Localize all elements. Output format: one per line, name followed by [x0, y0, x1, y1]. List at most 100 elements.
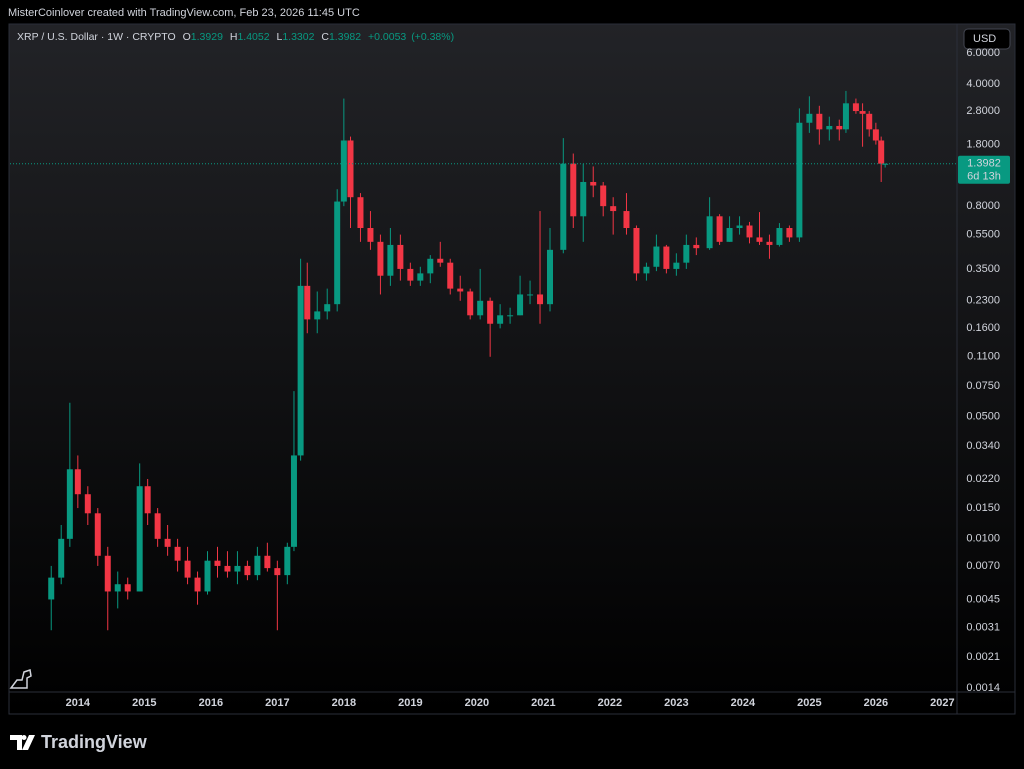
candle-body: [878, 140, 885, 164]
brand-logo: [10, 734, 35, 750]
candle-body: [663, 246, 670, 269]
candle-body: [290, 455, 297, 547]
candle-body: [417, 273, 424, 281]
candle-body: [766, 241, 773, 245]
candle-body: [427, 258, 434, 274]
candle-body: [852, 103, 859, 112]
candle-body: [340, 140, 347, 202]
x-tick-label: 2024: [731, 697, 756, 709]
candle-body: [48, 577, 55, 600]
candle-body: [517, 294, 524, 316]
legend-key: O: [183, 31, 191, 43]
candle-body: [184, 560, 191, 578]
candle-body: [746, 225, 753, 238]
y-tick-label: 0.5500: [966, 229, 1000, 241]
candle-body: [144, 486, 151, 514]
candle-body: [683, 244, 690, 263]
candle-body: [164, 538, 171, 547]
y-tick-label: 0.0750: [966, 380, 1000, 392]
candle-body: [590, 181, 597, 186]
y-tick-label: 0.1100: [967, 351, 1000, 363]
candle-body: [347, 140, 354, 198]
candle-body: [836, 125, 843, 130]
candle-body: [104, 555, 111, 592]
candle-body: [397, 244, 404, 269]
candle-body: [204, 560, 211, 592]
x-tick-label: 2022: [598, 697, 622, 709]
candle-body: [254, 555, 261, 576]
candle-body: [806, 113, 813, 123]
y-tick-label: 0.0100: [966, 533, 1000, 545]
y-tick-label: 0.2300: [966, 295, 1000, 307]
candle-body: [507, 315, 514, 317]
candle-body: [324, 304, 331, 312]
x-tick-label: 2017: [265, 697, 289, 709]
y-tick-label: 0.0070: [966, 560, 1000, 572]
candle-body: [706, 216, 713, 249]
legend-key: H: [230, 31, 238, 43]
y-tick-label: 6.0000: [966, 47, 1000, 59]
y-tick-label: 0.3500: [966, 263, 1000, 275]
legend-symbol: XRP / U.S. Dollar · 1W · CRYPTO: [17, 31, 176, 43]
candle-body: [816, 113, 823, 130]
candle-body: [726, 227, 733, 242]
x-tick-label: 2023: [664, 697, 688, 709]
x-tick-label: 2019: [398, 697, 422, 709]
candle-body: [497, 315, 504, 324]
y-tick-label: 0.8000: [966, 200, 1000, 212]
candle-body: [736, 225, 743, 228]
candle-body: [264, 555, 271, 569]
candle-body: [882, 163, 889, 165]
x-tick-label: 2016: [199, 697, 223, 709]
currency-button[interactable]: [963, 28, 1011, 50]
y-tick-label: 0.0150: [966, 502, 1000, 514]
candle-body: [94, 513, 101, 556]
candle-body: [84, 494, 91, 514]
candle-body: [66, 469, 73, 539]
candle-body: [796, 122, 803, 238]
y-tick-label: 0.0220: [966, 473, 1000, 485]
candle-body: [477, 300, 484, 316]
candle-body: [623, 211, 630, 228]
candle-body: [537, 294, 544, 305]
candle-body: [610, 206, 617, 212]
y-tick-label: 0.0014: [966, 682, 1000, 694]
candle-body: [367, 227, 374, 242]
candle-body: [560, 163, 567, 250]
candle-body: [776, 227, 783, 245]
legend-change: +0.0053: [368, 31, 406, 43]
plot-area: [48, 90, 889, 631]
x-tick-label: 2027: [930, 697, 954, 709]
legend: XRP / U.S. Dollar · 1W · CRYPTO O1.3929 …: [17, 31, 454, 43]
legend-change-pct: (+0.38%): [411, 31, 454, 43]
y-tick-label: 1.8000: [966, 138, 1000, 150]
candle-body: [357, 197, 364, 228]
y-tick-label: 0.0021: [966, 651, 1000, 663]
dino-icon: [9, 669, 32, 689]
candle-body: [244, 565, 251, 576]
candle-body: [114, 584, 121, 592]
candle-body: [786, 227, 793, 238]
attribution: MisterCoinlover created with TradingView…: [8, 7, 360, 19]
countdown-label: 6d 13h: [967, 171, 1001, 183]
candle-body: [570, 163, 577, 217]
candle-body: [447, 262, 454, 289]
y-tick-label: 0.0340: [966, 440, 1000, 452]
x-tick-label: 2018: [332, 697, 356, 709]
currency-label[interactable]: USD: [973, 33, 996, 45]
candle-body: [826, 125, 833, 130]
candle-body: [580, 181, 587, 217]
last-price-box: [958, 155, 1010, 184]
candle-body: [547, 249, 554, 305]
candle-body: [334, 201, 341, 305]
candle-body: [58, 538, 65, 578]
candle-body: [136, 486, 143, 592]
x-tick-label: 2021: [531, 697, 555, 709]
legend-key: L: [276, 31, 282, 43]
chart-frame: [8, 23, 1016, 715]
candle-body: [154, 513, 161, 539]
candle-body: [859, 111, 866, 114]
candle-body: [437, 258, 444, 263]
last-price-label: 1.3982: [967, 158, 1001, 170]
candle-body: [234, 565, 241, 572]
